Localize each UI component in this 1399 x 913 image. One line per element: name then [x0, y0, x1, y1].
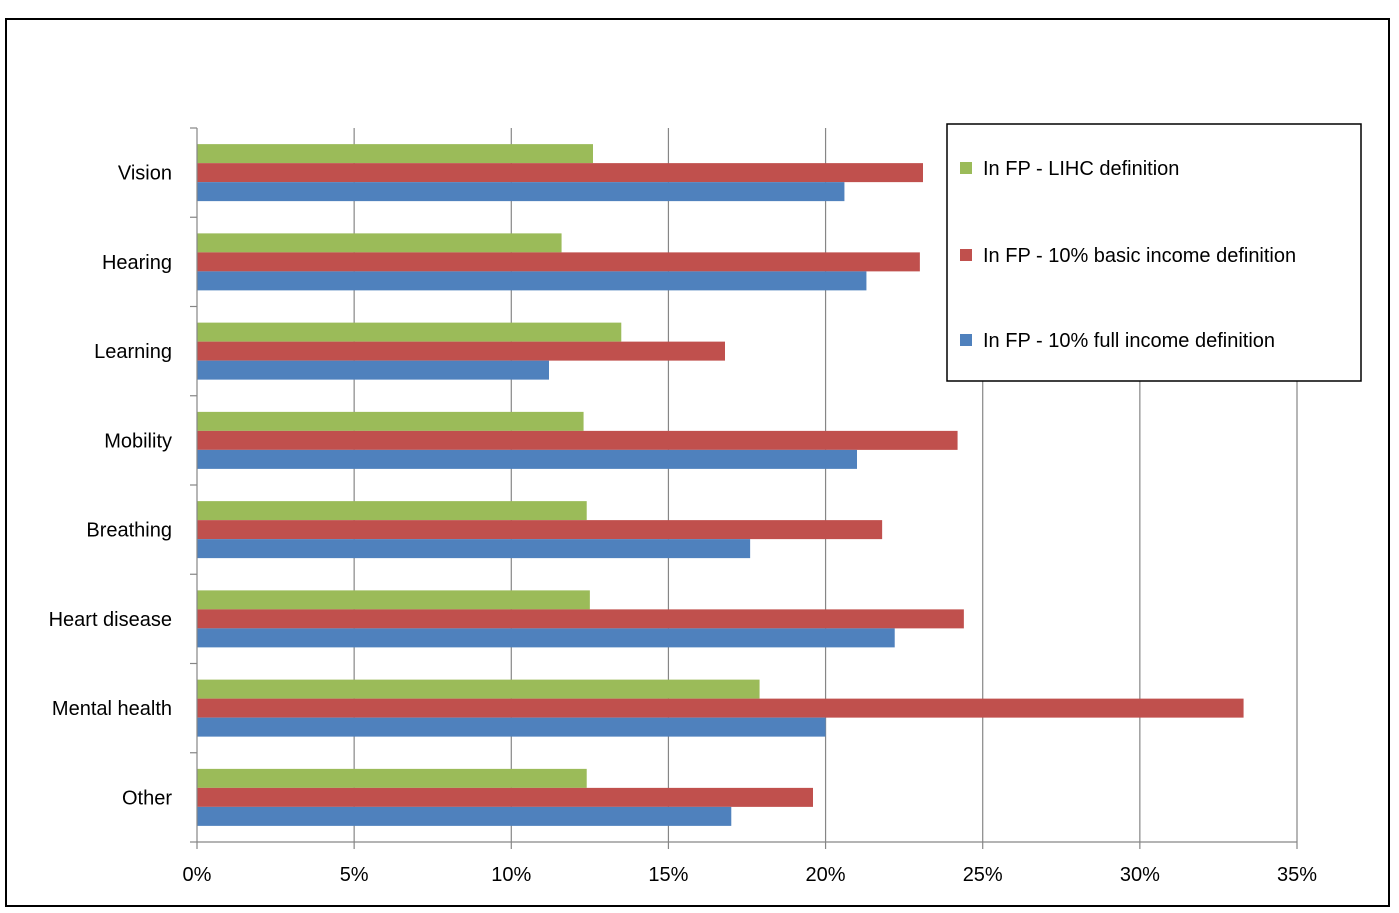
category-label: Hearing — [102, 252, 172, 274]
tick-label: 5% — [340, 864, 369, 886]
bar — [197, 449, 857, 469]
bars — [197, 144, 1244, 826]
bar — [197, 233, 562, 253]
bar — [197, 501, 587, 521]
tick-label: 20% — [806, 864, 846, 886]
chart-frame — [5, 18, 1390, 907]
bar — [197, 252, 920, 272]
legend-swatch — [960, 162, 972, 174]
bar — [197, 520, 883, 540]
bar — [197, 768, 587, 788]
value-axis: 0% 5% 10% 15% 20% 25% 30% 35% — [183, 841, 1317, 886]
bar — [197, 271, 867, 291]
bar — [197, 590, 590, 610]
bar — [197, 430, 958, 450]
bar — [197, 144, 593, 164]
bar — [197, 787, 813, 807]
tick-label: 0% — [183, 864, 212, 886]
bar — [197, 539, 751, 559]
legend: In FP - LIHC definition In FP - 10% basic… — [946, 123, 1362, 382]
legend-swatch — [960, 334, 972, 346]
legend-label: In FP - 10% full income definition — [983, 330, 1275, 352]
bar — [197, 341, 725, 361]
bar — [197, 806, 732, 826]
category-label: Heart disease — [49, 609, 172, 631]
tick-label: 35% — [1277, 864, 1317, 886]
category-axis: Vision Hearing Learning Mobility Breathing He… — [49, 127, 198, 843]
tick-label: 15% — [648, 864, 688, 886]
category-label: Other — [122, 787, 172, 809]
category-label: Breathing — [86, 520, 172, 542]
bar — [197, 411, 584, 431]
bar — [197, 698, 1244, 718]
legend-swatch — [960, 249, 972, 261]
bar — [197, 628, 895, 648]
tick-label: 10% — [491, 864, 531, 886]
legend-label: In FP - LIHC definition — [983, 158, 1179, 180]
bar — [197, 322, 622, 342]
category-label: Learning — [94, 341, 172, 363]
bar — [197, 717, 826, 737]
category-label: Vision — [118, 163, 172, 185]
bar — [197, 360, 549, 380]
legend-label: In FP - 10% basic income definition — [983, 245, 1296, 267]
category-label: Mental health — [52, 698, 172, 720]
tick-label: 25% — [963, 864, 1003, 886]
bar — [197, 163, 923, 183]
bar — [197, 609, 964, 629]
category-label: Mobility — [104, 430, 172, 452]
bar — [197, 182, 845, 202]
bar — [197, 679, 760, 699]
legend-box — [946, 123, 1362, 382]
tick-label: 30% — [1120, 864, 1160, 886]
